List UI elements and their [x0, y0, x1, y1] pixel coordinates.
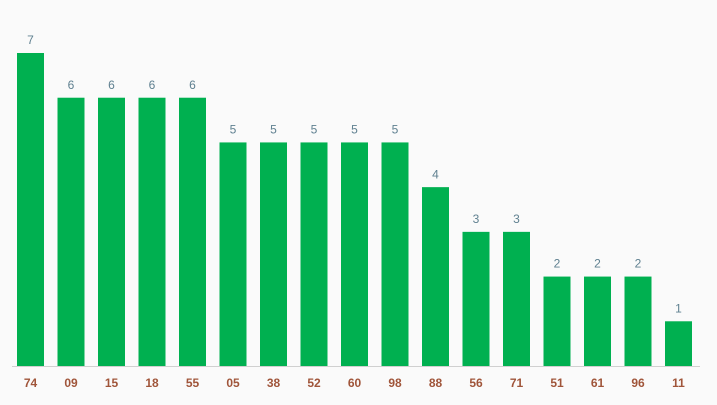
x-tick-label: 09: [64, 376, 78, 390]
value-label: 5: [270, 123, 277, 137]
value-label: 5: [230, 123, 237, 137]
bar: [260, 142, 287, 366]
value-label: 2: [635, 257, 642, 271]
bar: [665, 321, 692, 366]
value-label: 2: [554, 257, 561, 271]
bar: [381, 142, 409, 366]
x-tick-label: 56: [469, 376, 483, 390]
value-label: 5: [392, 123, 399, 137]
value-label: 6: [108, 78, 115, 92]
x-tick-label: 38: [267, 376, 281, 390]
bar: [341, 142, 368, 366]
bar: [219, 142, 247, 366]
x-tick-label: 98: [388, 376, 402, 390]
bar: [543, 276, 571, 366]
x-tick-label: 55: [186, 376, 200, 390]
value-label: 4: [432, 167, 439, 181]
x-tick-label: 51: [550, 376, 564, 390]
bar: [57, 97, 85, 366]
bar: [17, 53, 44, 366]
bar: [179, 97, 206, 366]
value-label: 5: [311, 123, 318, 137]
x-tick-label: 15: [105, 376, 119, 390]
value-label: 6: [189, 78, 196, 92]
value-label: 2: [594, 257, 601, 271]
x-tick-label: 18: [145, 376, 159, 390]
value-label: 7: [27, 33, 34, 47]
value-label: 3: [473, 212, 480, 226]
bar: [462, 231, 490, 366]
value-label: 5: [351, 123, 358, 137]
x-tick-label: 74: [24, 376, 38, 390]
bar: [422, 187, 449, 366]
value-label: 6: [68, 78, 75, 92]
bar: [138, 97, 166, 366]
bar: [584, 276, 611, 366]
bar: [624, 276, 652, 366]
x-tick-label: 61: [591, 376, 605, 390]
x-tick-label: 88: [429, 376, 443, 390]
x-tick-label: 60: [348, 376, 362, 390]
bar: [300, 142, 328, 366]
bar: [98, 97, 125, 366]
bar: [503, 231, 530, 366]
value-label: 6: [149, 78, 156, 92]
x-tick-label: 11: [672, 376, 685, 390]
x-tick-label: 52: [307, 376, 321, 390]
x-tick-label: 96: [631, 376, 645, 390]
x-tick-label: 05: [226, 376, 240, 390]
value-label: 3: [513, 212, 520, 226]
x-tick-label: 71: [510, 376, 524, 390]
value-label: 1: [675, 301, 682, 315]
